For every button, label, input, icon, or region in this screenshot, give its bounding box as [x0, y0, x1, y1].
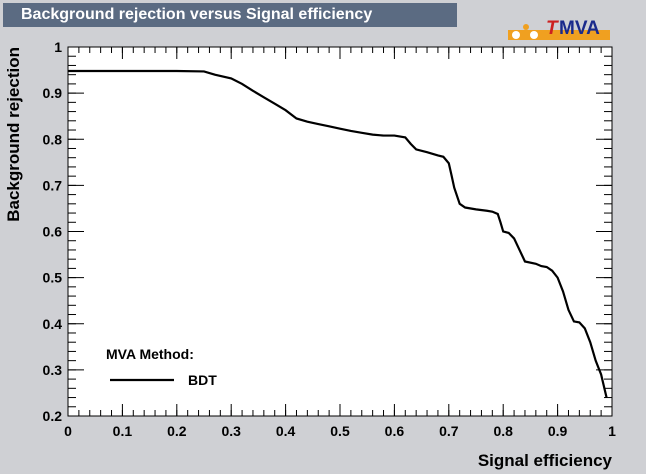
chart-title: Background rejection versus Signal effic… [3, 3, 457, 27]
y-tick-label: 0.2 [43, 408, 63, 424]
x-tick-label: 0.6 [385, 423, 405, 439]
y-tick-label: 0.8 [43, 131, 63, 147]
y-tick-label: 0.6 [43, 224, 63, 240]
y-tick-label: 0.4 [43, 316, 63, 332]
plot-frame [67, 46, 613, 417]
x-tick-label: 0.2 [167, 423, 187, 439]
y-tick-label: 0.3 [43, 362, 63, 378]
x-axis-label: Signal efficiency [478, 451, 613, 470]
x-tick-label: 0.5 [330, 423, 350, 439]
legend-header: MVA Method: [106, 346, 194, 362]
tmva-logo: T MVA [508, 14, 610, 42]
series-line-bdt [68, 69, 608, 398]
x-tick-label: 0.9 [548, 423, 568, 439]
x-tick-label: 0.4 [276, 423, 296, 439]
svg-text:MVA: MVA [559, 18, 600, 39]
y-tick-label: 0.5 [43, 270, 63, 286]
legend-label-bdt: BDT [188, 372, 217, 388]
y-tick-label: 1 [54, 39, 62, 55]
tmva-logo-icon: T MVA [508, 18, 610, 40]
svg-text:T: T [546, 18, 559, 39]
y-tick-label: 0.9 [43, 85, 63, 101]
x-tick-label: 0.3 [221, 423, 241, 439]
x-tick-label: 1 [608, 423, 616, 439]
x-tick-label: 0.8 [493, 423, 513, 439]
y-axis-label: Background rejection [4, 47, 23, 222]
y-tick-label: 0.7 [43, 177, 63, 193]
x-tick-label: 0 [64, 423, 72, 439]
x-tick-label: 0.7 [439, 423, 459, 439]
x-tick-label: 0.1 [113, 423, 133, 439]
